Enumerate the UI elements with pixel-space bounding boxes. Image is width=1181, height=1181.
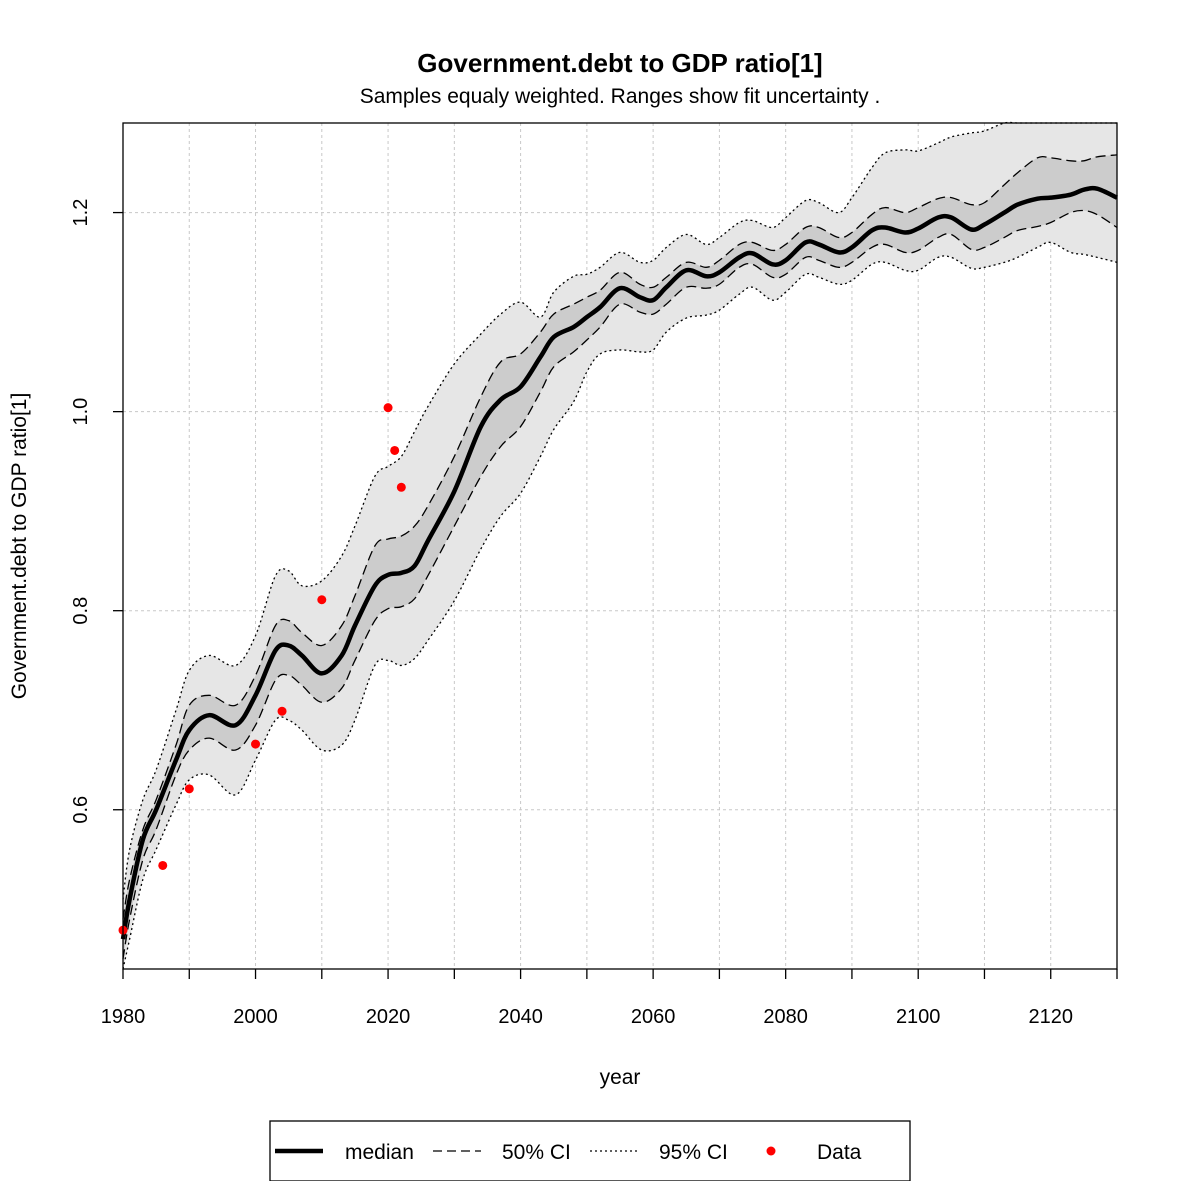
- data-point: [317, 595, 327, 605]
- y-axis: 0.6 0.8 1.0 1.2: [70, 199, 123, 824]
- x-tick-label: 2080: [763, 1006, 808, 1028]
- data-point: [251, 739, 261, 749]
- data-point: [184, 784, 194, 794]
- x-axis-title: year: [600, 1066, 641, 1089]
- legend-data-swatch: [766, 1146, 776, 1156]
- data-point: [390, 445, 400, 455]
- x-axis: 1980 2000 2020 2040 2060 2080 2100 2120: [101, 969, 1118, 1028]
- ci50-lower-line: [122, 209, 1118, 960]
- data-point: [277, 706, 287, 716]
- ci50-upper-line: [122, 154, 1118, 920]
- x-tick-label: 2000: [233, 1006, 278, 1028]
- legend-data-label: Data: [817, 1141, 862, 1164]
- legend: median 50% CI 95% CI Data: [269, 1120, 911, 1181]
- y-tick-label: 0.8: [70, 597, 92, 625]
- y-tick-label: 1.2: [70, 199, 92, 227]
- data-point: [383, 403, 393, 413]
- x-tick-label: 1980: [101, 1006, 146, 1028]
- x-tick-label: 2060: [631, 1006, 676, 1028]
- data-point: [158, 860, 168, 870]
- legend-median-label: median: [345, 1141, 414, 1164]
- y-tick-label: 1.0: [70, 398, 92, 426]
- plot-frame: [122, 122, 1118, 970]
- x-tick-label: 2100: [896, 1006, 941, 1028]
- data-point: [396, 482, 406, 492]
- legend-ci50-label: 50% CI: [502, 1141, 571, 1164]
- chart-title: Government.debt to GDP ratio[1]: [417, 48, 822, 78]
- y-tick-label: 0.6: [70, 796, 92, 824]
- x-tick-label: 2020: [366, 1006, 411, 1028]
- x-tick-label: 2040: [498, 1006, 543, 1028]
- median-line: [120, 185, 1118, 940]
- legend-ci95-label: 95% CI: [659, 1141, 728, 1164]
- y-axis-title: Government.debt to GDP ratio[1]: [8, 393, 31, 700]
- series-lines: [120, 121, 1118, 970]
- x-tick-label: 2120: [1028, 1006, 1073, 1028]
- chart-subtitle: Samples equaly weighted. Ranges show fit…: [360, 85, 881, 108]
- ci95-lower-line: [122, 241, 1118, 970]
